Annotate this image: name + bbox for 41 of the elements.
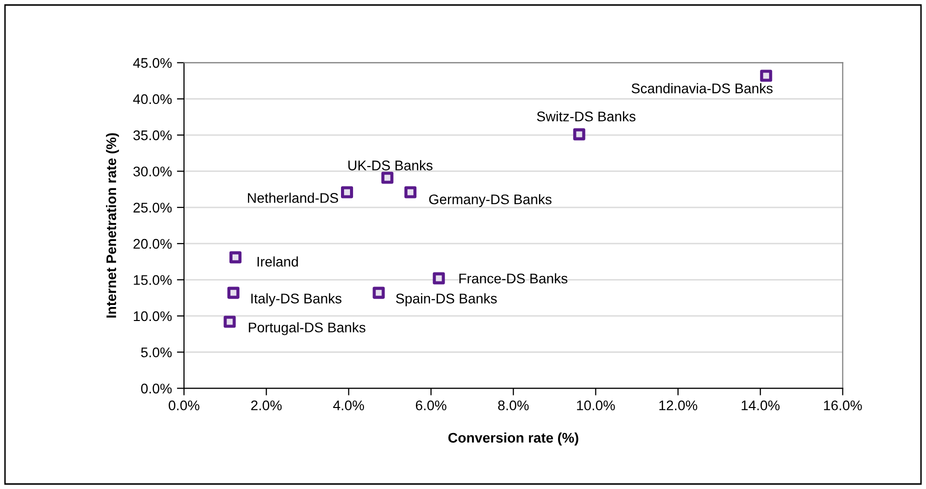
point: [229, 251, 242, 264]
annotation: Spain-DS Banks: [396, 293, 497, 306]
x-tick-label: 2.0%: [251, 400, 282, 410]
point: [381, 172, 394, 184]
annotation: Germany-DS Banks: [429, 194, 552, 208]
annotation: Scandinavia-DS Banks: [632, 83, 773, 94]
annotation: France-DS Banks: [459, 273, 568, 284]
x-tick-label: 0.0%: [168, 400, 200, 410]
point: [404, 186, 416, 198]
annotation: Ireland: [258, 256, 298, 267]
y-axis-title: Internet Penetration rate (%): [106, 133, 119, 318]
point: [340, 186, 354, 198]
x-tick-label: 14.0%: [742, 400, 780, 410]
x-tick-label: 10.0%: [577, 400, 615, 410]
y-tick-label: 35.0%: [133, 130, 172, 140]
y-tick-label: 30.0%: [133, 166, 172, 176]
annotation: Portugal-DS Banks: [248, 322, 366, 336]
annotation: UK-DS Banks: [348, 160, 432, 170]
y-tick-label: 15.0%: [134, 275, 172, 285]
y-tick-label: 20.0%: [134, 238, 172, 249]
point: [432, 272, 445, 284]
annotation: Italy-DS Banks: [251, 293, 342, 306]
point: [372, 286, 385, 299]
y-tick-label: 45.0%: [133, 58, 172, 68]
y-tick-label: 5.0%: [141, 347, 172, 358]
point: [760, 70, 772, 82]
y-tick-label: 10.0%: [134, 311, 172, 322]
point: [573, 128, 586, 140]
annotation: Switz-DS Banks: [537, 111, 636, 122]
x-axis-title: Conversion rate (%): [448, 432, 578, 446]
x-tick-label: 16.0%: [824, 400, 862, 410]
x-tick-label: 8.0%: [498, 400, 529, 410]
x-tick-label: 12.0%: [659, 400, 698, 410]
x-tick-label: 6.0%: [416, 400, 446, 410]
x-tick-label: 4.0%: [333, 400, 364, 410]
point: [224, 316, 236, 328]
y-tick-label: 0.0%: [141, 384, 172, 394]
y-tick-label: 40.0%: [133, 94, 172, 104]
annotation: Netherland-DS: [248, 192, 338, 203]
y-tick-label: 25.0%: [134, 202, 172, 213]
point: [227, 286, 240, 299]
